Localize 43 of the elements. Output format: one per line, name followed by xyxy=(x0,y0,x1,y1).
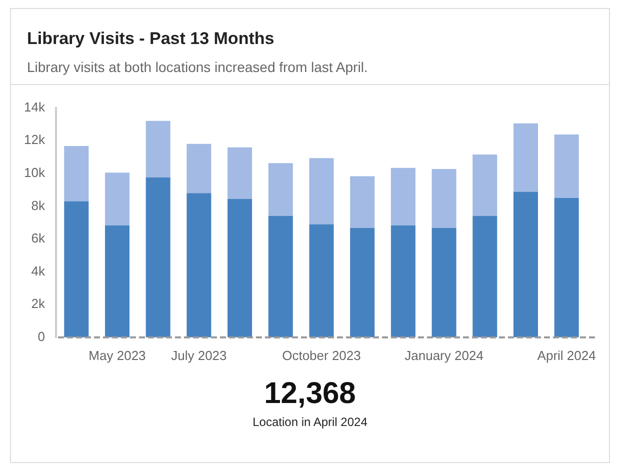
bar xyxy=(513,192,538,338)
y-tick-label: 6k xyxy=(31,230,46,246)
y-tick-label: 12k xyxy=(24,132,46,148)
bar xyxy=(432,168,456,228)
x-tick-label: July 2023 xyxy=(171,348,227,363)
x-tick-label: April 2024 xyxy=(537,348,596,363)
bar xyxy=(104,225,130,338)
y-tick-label: 4k xyxy=(31,263,46,278)
bar xyxy=(146,177,170,338)
bar xyxy=(432,228,456,338)
bar xyxy=(228,198,252,338)
bar xyxy=(228,147,252,199)
x-tick-label: October 2023 xyxy=(282,348,361,363)
bar xyxy=(268,216,293,338)
y-tick-label: 0 xyxy=(38,328,45,344)
bar xyxy=(64,146,89,202)
bar xyxy=(309,158,334,224)
text: Location in April 2024 xyxy=(252,415,368,429)
text: 12,368 xyxy=(263,377,357,411)
bar xyxy=(186,193,212,338)
y-tick-label: 8k xyxy=(31,198,46,213)
x-tick-label: January 2024 xyxy=(404,348,484,363)
bar xyxy=(309,224,334,338)
y-tick-label: 10k xyxy=(24,164,46,180)
bar xyxy=(350,176,375,228)
bar xyxy=(554,198,579,338)
bar xyxy=(104,172,130,226)
bar xyxy=(554,134,579,198)
bar xyxy=(390,168,416,226)
bar xyxy=(268,163,293,216)
chart-subtitle: Library visits at both locations increased from last April. xyxy=(27,59,369,75)
bar xyxy=(146,120,170,178)
bar xyxy=(64,201,89,338)
x-tick-label: May 2023 xyxy=(88,348,146,363)
bar xyxy=(390,225,416,338)
y-tick-label: 14k xyxy=(24,99,46,114)
y-tick-label: 2k xyxy=(31,296,46,312)
bar xyxy=(350,228,375,338)
bar xyxy=(472,154,498,216)
bar xyxy=(472,216,498,338)
chart-title: Library Visits - Past 13 Months xyxy=(27,29,276,49)
bar xyxy=(186,144,212,194)
bar xyxy=(513,123,538,192)
